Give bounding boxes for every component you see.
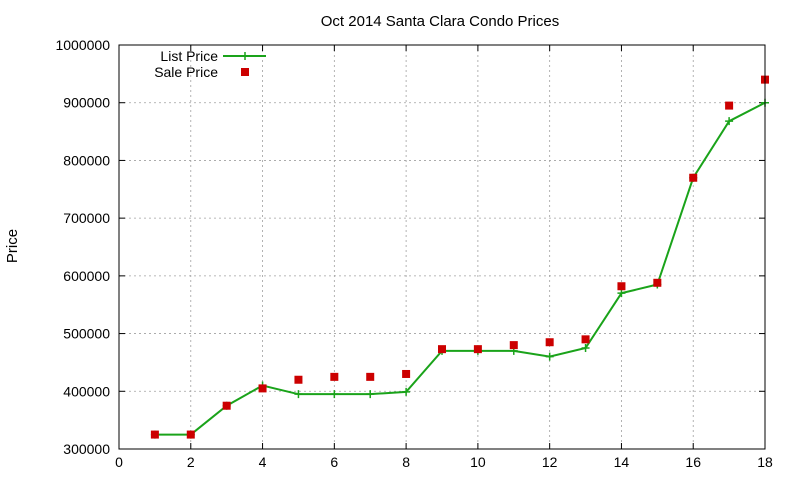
sale-price-point bbox=[438, 345, 446, 354]
x-tick-label: 6 bbox=[330, 454, 338, 470]
legend-marker-sale-price bbox=[241, 68, 249, 76]
list-price-point bbox=[294, 390, 303, 399]
chart-title: Oct 2014 Santa Clara Condo Prices bbox=[321, 13, 559, 30]
sale-price-point bbox=[473, 345, 482, 354]
list-price-point bbox=[581, 344, 590, 352]
list-price-point bbox=[366, 390, 375, 399]
x-tick-label: 8 bbox=[402, 454, 410, 470]
x-tick-label: 2 bbox=[187, 454, 195, 470]
y-tick-label: 500000 bbox=[63, 326, 110, 342]
y-tick-label: 600000 bbox=[63, 268, 110, 284]
y-tick-label: 300000 bbox=[63, 441, 110, 457]
x-tick-label: 16 bbox=[685, 454, 701, 470]
sale-price-point bbox=[509, 341, 518, 350]
sale-price-point bbox=[150, 430, 159, 439]
plot-frame bbox=[118, 44, 766, 450]
x-tick-label: 14 bbox=[614, 454, 630, 470]
legend-marker-list-price bbox=[241, 52, 249, 60]
list-price-line bbox=[154, 101, 766, 436]
legend: List Price Sale Price bbox=[154, 48, 266, 80]
y-tick-label: 800000 bbox=[63, 152, 110, 168]
axis-ticks: 0 2 4 6 8 10 12 14 16 18 300000 400000 500000 600000 7… bbox=[55, 37, 773, 470]
y-tick-label: 400000 bbox=[63, 383, 110, 399]
legend-label-sale-price: Sale Price bbox=[154, 64, 218, 80]
x-tick-label: 4 bbox=[259, 454, 267, 470]
grid-lines bbox=[119, 45, 765, 449]
list-price-point bbox=[725, 117, 734, 126]
list-price-point bbox=[617, 289, 626, 298]
y-tick-label: 1000000 bbox=[55, 37, 110, 53]
sale-price-point bbox=[545, 338, 554, 347]
sale-price-point bbox=[222, 401, 231, 410]
y-tick-label: 900000 bbox=[63, 95, 110, 111]
list-price-point bbox=[330, 390, 339, 399]
sale-price-point bbox=[581, 335, 590, 344]
sale-price-point bbox=[330, 372, 339, 381]
x-tick-label: 10 bbox=[470, 454, 486, 470]
sale-price-point bbox=[689, 173, 698, 182]
data-series bbox=[150, 75, 769, 439]
sale-price-point bbox=[617, 282, 626, 291]
sale-price-point bbox=[294, 375, 303, 384]
list-price-point bbox=[402, 387, 411, 396]
y-axis-label: Price bbox=[4, 229, 21, 263]
sale-price-point bbox=[366, 372, 375, 381]
y-tick-label: 700000 bbox=[63, 210, 110, 226]
x-tick-label: 12 bbox=[542, 454, 558, 470]
list-price-point bbox=[545, 352, 554, 361]
sale-price-point bbox=[186, 430, 195, 439]
sale-price-point bbox=[653, 278, 662, 287]
sale-price-point bbox=[258, 384, 267, 393]
sale-price-point bbox=[725, 101, 734, 110]
x-tick-label: 18 bbox=[757, 454, 773, 470]
sale-price-point bbox=[402, 369, 411, 378]
x-tick-label: 0 bbox=[115, 454, 123, 470]
legend-label-list-price: List Price bbox=[160, 48, 218, 64]
